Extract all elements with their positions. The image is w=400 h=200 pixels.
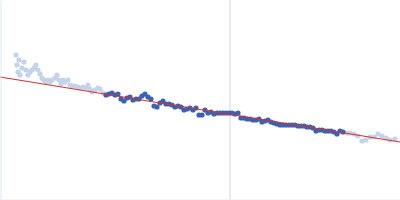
plot-area: [0, 0, 400, 200]
y-axis: [1, 1, 2, 200]
point: [199, 112, 204, 117]
line: [0, 77, 400, 142]
point: [13, 52, 18, 57]
point: [16, 57, 21, 62]
point: [54, 72, 59, 77]
chart: [0, 0, 400, 200]
points: [13, 52, 397, 143]
point: [65, 77, 70, 82]
axis-line: [1, 1, 2, 200]
point: [17, 72, 22, 77]
point: [14, 62, 19, 67]
line: [229, 0, 230, 200]
point: [21, 59, 26, 64]
point: [33, 62, 38, 67]
